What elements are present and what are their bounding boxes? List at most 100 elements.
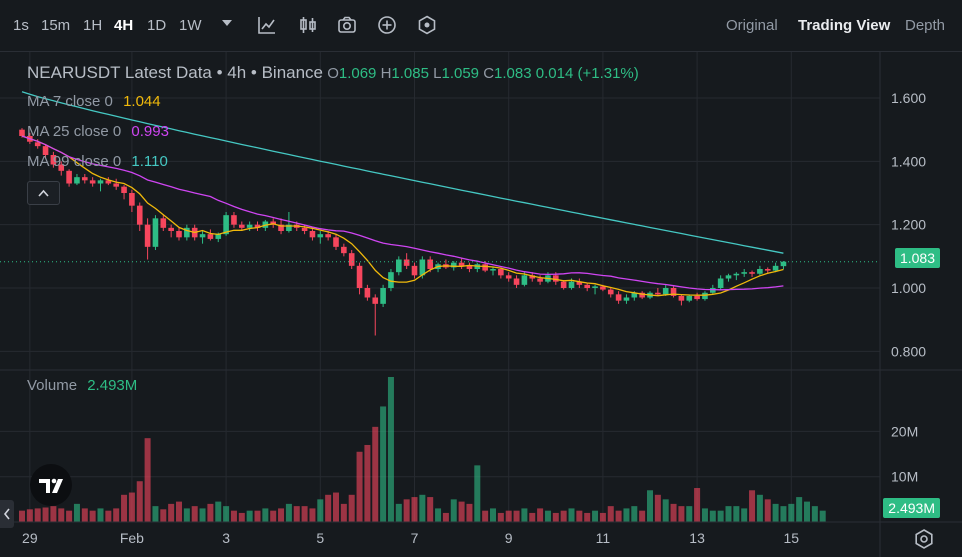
camera-icon[interactable] <box>337 15 357 35</box>
volume-bar <box>207 503 214 522</box>
volume-bar <box>387 377 394 522</box>
candle-body <box>19 129 25 136</box>
volume-bar <box>73 503 80 522</box>
volume-bar <box>215 501 222 522</box>
candle-body <box>372 297 379 304</box>
last-price-badge: 1.083 <box>894 248 940 268</box>
volume-value: 2.493M <box>87 377 138 394</box>
volume-bar <box>482 510 489 522</box>
ma25-line <box>21 135 784 291</box>
candle-body <box>749 272 755 274</box>
timeframe-4h[interactable]: 4H <box>114 17 134 34</box>
view-depth[interactable]: Depth <box>905 17 946 34</box>
volume-bar <box>490 508 496 522</box>
volume-bar <box>262 508 269 522</box>
candle-body <box>144 224 151 247</box>
candle-body <box>717 278 724 288</box>
candle-body <box>341 246 347 254</box>
volume-bar <box>254 510 261 522</box>
plus-circle-icon[interactable] <box>377 15 397 35</box>
volume-bar <box>26 509 33 522</box>
candle-body <box>286 224 292 231</box>
volume-bar <box>356 451 363 522</box>
low-label: L <box>433 65 442 82</box>
timeframe-1s[interactable]: 1s <box>13 17 29 34</box>
candle-body <box>537 278 543 282</box>
volume-bar <box>238 512 245 522</box>
volume-bar <box>670 503 677 522</box>
timeframe-1h[interactable]: 1H <box>83 17 103 34</box>
volume-bar <box>607 506 614 522</box>
candle-body <box>427 259 433 269</box>
volume-bar <box>686 506 693 522</box>
view-trading-view[interactable]: Trading View <box>798 17 891 34</box>
volume-bar <box>348 494 355 522</box>
candle-body <box>710 288 716 293</box>
last-volume-badge: 2.493M <box>883 498 940 518</box>
volume-bar <box>796 497 803 522</box>
legend-collapse-button[interactable] <box>27 181 60 205</box>
hexagon-icon[interactable] <box>417 15 437 35</box>
volume-bar <box>97 508 104 522</box>
scroll-left-button[interactable] <box>0 500 14 528</box>
candle-body <box>466 265 473 269</box>
volume-bar <box>317 499 324 522</box>
volume-bar <box>772 503 779 522</box>
volume-bar <box>183 508 190 522</box>
candle-body <box>584 284 590 288</box>
candle-body <box>152 218 159 247</box>
volume-bar <box>458 501 465 522</box>
timeframe-15m[interactable]: 15m <box>41 17 71 34</box>
candle-body <box>223 215 229 235</box>
candle-body <box>411 265 418 276</box>
candle-body <box>348 253 355 266</box>
volume-bar <box>42 507 49 522</box>
volume-bar <box>89 510 96 522</box>
candle-body <box>764 269 771 271</box>
date-tick-label: 9 <box>505 530 513 546</box>
volume-bar <box>113 508 120 522</box>
volume-bar <box>639 510 646 522</box>
candle-body <box>498 269 504 276</box>
volume-bar <box>285 503 292 522</box>
candle-body <box>176 231 182 238</box>
price-chart[interactable]: 0.800 1.000 1.200 1.400 1.600 10M 20M 29 Feb 3 5 7 9… <box>0 52 962 557</box>
ma25-value: 0.993 <box>131 123 169 140</box>
high-label: H <box>380 65 392 82</box>
indicator-line-icon[interactable] <box>257 15 277 35</box>
symbol-title: NEARUSDT Latest Data • 4h • Binance <box>27 63 324 82</box>
volume-tick-label: 20M <box>891 423 918 439</box>
candle-body <box>631 292 638 298</box>
candle-body <box>576 281 583 285</box>
volume-bar <box>788 503 795 522</box>
view-original[interactable]: Original <box>726 17 778 34</box>
ma99-value: 1.110 <box>131 153 168 170</box>
candle-body <box>607 289 614 295</box>
candle-body <box>168 227 174 231</box>
tradingview-logo[interactable] <box>30 464 72 506</box>
volume-bar <box>50 506 57 522</box>
candle-body <box>333 237 339 247</box>
volume-bar <box>176 501 182 522</box>
ma25-legend: MA 25 close 0 0.993 <box>27 123 169 140</box>
chart-settings-icon[interactable] <box>913 528 935 550</box>
date-tick-label: 11 <box>596 530 611 546</box>
price-tick-label: 1.000 <box>891 280 926 296</box>
volume-bar <box>419 494 426 522</box>
volume-bar <box>474 465 481 522</box>
timeframe-1w[interactable]: 1W <box>179 17 202 34</box>
candle-body <box>89 180 96 184</box>
candle-body <box>231 215 237 225</box>
volume-tick-label: 10M <box>891 469 918 485</box>
volume-bar <box>442 512 449 522</box>
volume-bar <box>160 509 167 522</box>
volume-bar <box>584 512 591 522</box>
timeframe-dropdown-caret-icon[interactable] <box>222 20 232 26</box>
volume-bar <box>191 506 198 522</box>
volume-bar <box>694 488 701 522</box>
timeframe-1d[interactable]: 1D <box>147 17 167 34</box>
candles-icon[interactable] <box>298 15 318 35</box>
volume-bar <box>340 503 347 522</box>
volume-bar <box>168 503 175 522</box>
candle-body <box>113 183 119 187</box>
